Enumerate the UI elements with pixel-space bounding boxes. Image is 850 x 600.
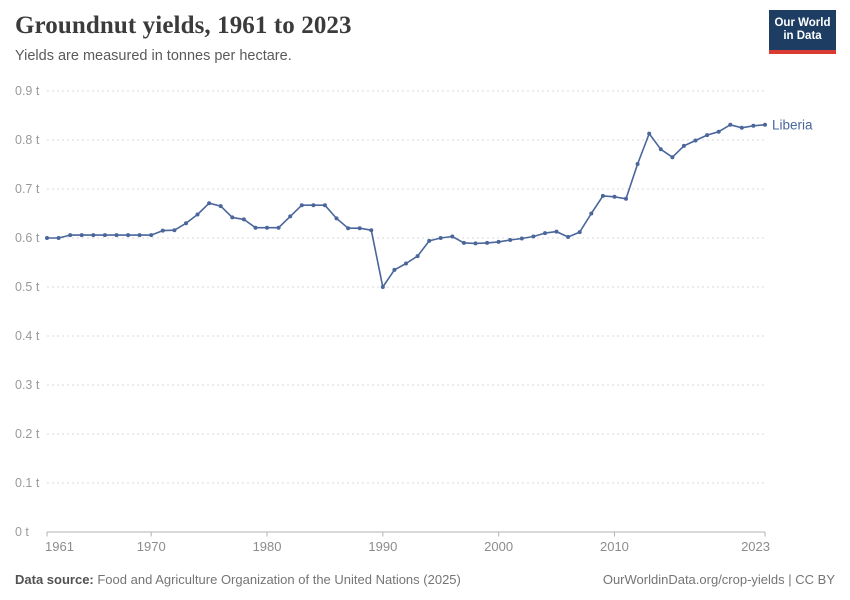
y-tick-label: 0.1 t [15,476,40,490]
data-point [543,231,547,236]
owid-logo-line2: in Data [783,30,822,42]
y-tick-label: 0.2 t [15,427,40,441]
x-tick-label: 1980 [253,539,282,554]
data-point [334,216,339,221]
data-point [681,143,686,148]
x-tick-label: 1990 [368,539,397,554]
data-point [415,254,420,259]
data-point [589,211,594,216]
y-tick-label: 0.5 t [15,280,40,294]
data-point [751,123,756,128]
x-tick-label: 1970 [137,539,166,554]
data-source-label: Data source: [15,572,94,587]
data-point [91,233,96,238]
data-point [45,236,49,240]
data-point [404,261,408,266]
x-tick-label: 2023 [741,539,770,554]
data-point [276,225,281,230]
data-point [311,203,316,208]
y-tick-label: 0.7 t [15,182,40,196]
chart-footer: Data source: Food and Agriculture Organi… [15,572,835,587]
data-point [207,201,212,206]
data-point [288,214,293,219]
data-point [554,229,559,234]
data-point [68,233,73,238]
data-point [149,233,154,238]
series-label-liberia[interactable]: Liberia [772,117,813,132]
data-point [346,226,351,231]
chart-header: Groundnut yields, 1961 to 2023 Yields ar… [15,12,750,64]
data-point [531,234,536,239]
data-point [241,217,246,222]
data-point [658,147,663,152]
x-tick-label: 1961 [45,539,74,554]
data-point [635,162,640,166]
data-point [230,215,235,220]
data-point [577,230,582,235]
data-point [79,233,84,238]
data-point [218,204,223,209]
data-point [450,234,455,239]
data-point [461,240,466,245]
data-point [739,125,744,130]
data-point [566,235,571,239]
data-point [763,122,767,127]
data-point [357,226,362,231]
data-point [195,212,200,217]
owid-logo-line1: Our World [774,17,831,29]
data-point [670,155,675,160]
data-point [114,233,119,238]
chart-subtitle: Yields are measured in tonnes per hectar… [15,47,292,64]
data-point [172,228,177,233]
data-point [485,240,490,245]
data-point [693,138,698,143]
data-point [728,122,733,127]
data-point [508,238,513,242]
y-tick-label: 0 t [15,525,29,539]
y-tick-label: 0.4 t [15,329,40,343]
y-tick-label: 0.9 t [15,84,40,98]
data-point [253,225,258,230]
y-tick-label: 0.3 t [15,378,40,392]
data-point [612,194,617,199]
data-point [102,233,107,238]
data-point [380,285,385,289]
data-point [184,221,188,226]
data-source-note: Data source: Food and Agriculture Organi… [15,572,461,587]
x-tick-label: 2010 [600,539,629,554]
x-tick-label: 2000 [484,539,513,554]
data-point [160,228,165,233]
data-point [392,267,397,272]
data-point [369,228,374,233]
data-point [716,129,721,134]
data-point [600,193,605,198]
page-title: Groundnut yields, 1961 to 2023 [15,12,352,39]
data-point [126,233,131,238]
data-point [137,233,142,238]
data-point [56,236,61,240]
data-point [473,241,478,246]
y-tick-label: 0.6 t [15,231,40,245]
data-point [438,236,443,240]
data-source-text: Food and Agriculture Organization of the… [93,572,461,587]
data-point [519,236,524,241]
data-point [647,131,652,136]
data-point [322,203,327,208]
attribution-link[interactable]: OurWorldinData.org/crop-yields | CC BY [602,572,835,587]
data-point [705,133,710,138]
data-point [265,225,269,230]
y-tick-label: 0.8 t [15,133,40,147]
data-point [299,203,304,208]
data-point [427,238,432,243]
data-point [496,239,501,244]
data-point [624,196,628,201]
owid-logo[interactable]: Our World in Data [769,10,836,54]
